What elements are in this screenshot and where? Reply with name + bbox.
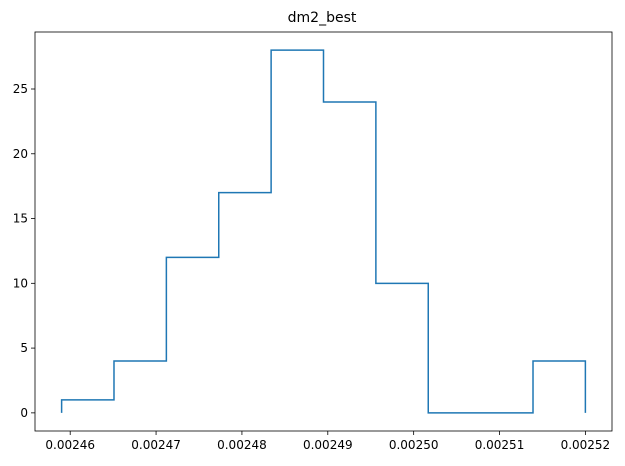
- y-tick-label: 10: [13, 276, 28, 290]
- y-tick-label: 20: [13, 147, 28, 161]
- y-tick-label: 5: [20, 341, 28, 355]
- y-tick-label: 15: [13, 212, 28, 226]
- x-tick-label: 0.00252: [561, 438, 611, 452]
- x-tick-label: 0.00250: [389, 438, 439, 452]
- axes-frame: [34, 31, 613, 432]
- histogram-step-line: [60, 49, 587, 414]
- x-tick-label: 0.00247: [131, 438, 181, 452]
- y-tick-label: 0: [20, 406, 28, 420]
- x-tick-label: 0.00246: [45, 438, 95, 452]
- plot-area: 0.00246 0.00247 0.00248 0.00249 0.00250 0.002…: [13, 31, 613, 452]
- chart-title: dm2_best: [288, 10, 357, 26]
- y-tick-label: 25: [13, 82, 28, 96]
- x-tick-label: 0.00248: [217, 438, 267, 452]
- x-tick-label: 0.00251: [475, 438, 525, 452]
- x-tick-label: 0.00249: [303, 438, 353, 452]
